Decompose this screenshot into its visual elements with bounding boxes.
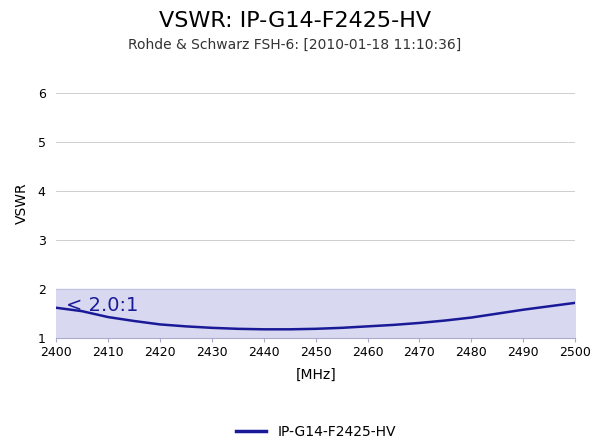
Text: < 2.0:1: < 2.0:1 — [67, 296, 139, 315]
Text: Rohde & Schwarz FSH-6: [2010-01-18 11:10:36]: Rohde & Schwarz FSH-6: [2010-01-18 11:10… — [129, 38, 461, 52]
Legend: IP-G14-F2425-HV: IP-G14-F2425-HV — [230, 419, 401, 442]
Y-axis label: VSWR: VSWR — [15, 183, 30, 224]
Text: VSWR: IP-G14-F2425-HV: VSWR: IP-G14-F2425-HV — [159, 11, 431, 31]
X-axis label: [MHz]: [MHz] — [295, 368, 336, 382]
